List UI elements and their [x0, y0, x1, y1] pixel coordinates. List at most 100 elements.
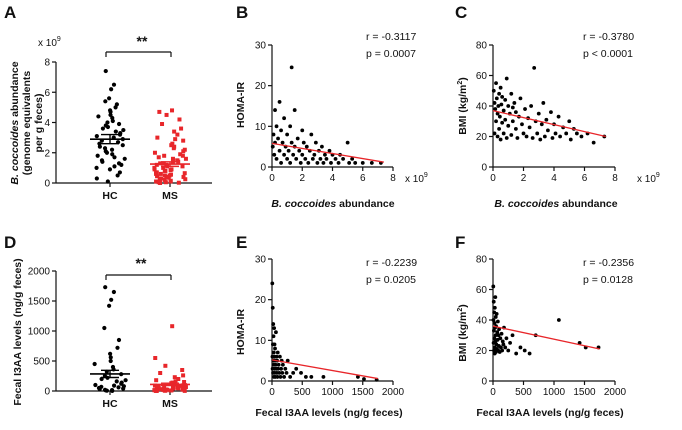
panel-b-data-point [324, 156, 329, 161]
panel-e-data-point [299, 370, 303, 375]
panel-f-data-point [495, 319, 500, 324]
panel-a-ytick-label: 8 [44, 58, 50, 69]
panel-e-data-point [362, 377, 366, 381]
panel-b-data-point [300, 152, 305, 157]
panel-a-ytick-label: 0 [44, 179, 50, 190]
panel-e-ytick-label: 20 [255, 295, 267, 306]
panel-b-data-point [285, 132, 290, 137]
panel-d-plot: 0 500 1000 1500 2000 HC MS [28, 267, 212, 410]
panel-c-ytick-label: 20 [476, 132, 488, 143]
panel-a-hc-point [107, 96, 112, 101]
panel-d-ytick-label: 0 [44, 387, 50, 398]
panel-b-data-point [304, 144, 309, 149]
panel-b-xlabel-italic: B. coccoides [271, 198, 336, 210]
panel-c-data-point [506, 123, 511, 128]
panel-f-ytick-label: 40 [476, 316, 488, 327]
panel-c-data-point [492, 131, 497, 136]
panel-a-hc-point [103, 68, 108, 74]
panel-c-data-point [550, 136, 555, 140]
panel-f-data-point [493, 295, 498, 300]
panel-e-data-point [271, 334, 276, 339]
panel-b-data-point [347, 161, 352, 165]
panel-f-data-point [499, 345, 503, 350]
panel-e-xlabel: Fecal I3AA levels (ng/g feces) [255, 407, 402, 419]
panel-c-data-point [497, 126, 501, 131]
panel-f-data-point [499, 331, 504, 336]
panel-f-ylabel-power: 2 [457, 308, 464, 312]
panel-f-xtick-label: 0 [490, 387, 496, 398]
panel-c-data-point [556, 114, 561, 119]
panel-d-hc-point [123, 378, 128, 383]
panel-a-hc-point [94, 176, 99, 181]
panel-b-data-point [301, 140, 306, 145]
panel-e-data-point [276, 366, 280, 371]
panel-b-data-point [298, 161, 303, 165]
panel-b-data-point [313, 140, 318, 145]
panel-b-data-point [353, 161, 358, 165]
panel-d-hc-point [111, 289, 116, 295]
panel-a-ms-point [166, 175, 171, 180]
panel-c-data-point [558, 134, 562, 139]
panel-c-data-point [494, 81, 498, 86]
panel-e-data-point [291, 370, 296, 375]
panel-a-ms-point [155, 135, 160, 140]
panel-a-hc-point [113, 105, 118, 110]
panel-c-data-point [497, 114, 502, 119]
panel-d-hc-point [108, 358, 113, 364]
panel-e-xtick-label: 1000 [321, 387, 344, 398]
panel-c-data-point [524, 134, 529, 139]
panel-d-ms-point [172, 375, 177, 380]
panel-e-data-point [309, 375, 314, 379]
panel-letter-a: A [4, 3, 16, 22]
panel-b-data-point [300, 128, 305, 133]
panel-a: A x 109 B. coccoides abundance (genome e… [4, 3, 212, 202]
panel-f-ytick-label: 0 [481, 377, 487, 388]
panel-c-r-value: r = -0.3780 [583, 31, 634, 43]
panel-c-xtick-label: 6 [582, 173, 588, 184]
panel-b-data-point [277, 148, 282, 153]
panel-a-ylabel-line1: B. coccoides abundance [9, 61, 21, 184]
panel-c-data-point [506, 104, 511, 108]
panel-b-xlabel-rest: abundance [336, 198, 395, 210]
panel-c-data-point [500, 94, 505, 99]
panel-c-data-point [574, 131, 579, 136]
panel-c-regression-line [492, 109, 606, 138]
panel-a-ms-point [178, 152, 183, 157]
panel-e-data-point [288, 375, 293, 379]
panel-d-significance: ** [105, 255, 172, 280]
panel-f-data-point [500, 339, 505, 344]
panel-f-xtick-label: 2000 [604, 387, 627, 398]
panel-c-exponent-base: x 10 [637, 174, 656, 185]
panel-b-data-point [276, 136, 280, 141]
panel-f-ylabel: BMI (kg/m2) [457, 304, 469, 362]
panel-d-ms-point [158, 387, 163, 392]
panel-f-data-point [500, 348, 505, 353]
panel-b-data-point [270, 144, 275, 149]
panel-a-hc-point [100, 126, 106, 131]
panel-b-data-point [306, 161, 311, 165]
panel-letter-e: E [236, 233, 247, 252]
panel-d-hc-point [108, 351, 113, 356]
panel-b-data-point [282, 116, 286, 121]
panel-b-data-point [289, 140, 294, 145]
panel-d-hc-point [103, 285, 108, 290]
panel-a-ms-point [154, 171, 159, 176]
panel-d-hc-point [116, 385, 121, 390]
panel-b-data-point [318, 156, 323, 161]
panel-a-ms-point [164, 174, 169, 179]
panel-d-ytick-label: 500 [33, 357, 50, 368]
panel-f-data-point [492, 321, 497, 325]
panel-a-exponent: x 109 [38, 36, 61, 49]
panel-c-data-point [497, 91, 501, 96]
panel-b-ytick-label: 0 [260, 163, 266, 174]
panel-a-ms-point [162, 168, 167, 173]
panel-a-category-label: HC [102, 190, 118, 202]
panel-e-ytick-label: 10 [255, 336, 267, 347]
panel-a-ms-point [168, 179, 173, 184]
panel-a-ms-point [160, 122, 165, 127]
panel-c-data-point [553, 131, 558, 136]
panel-c-ytick-label: 80 [476, 41, 488, 52]
panel-e-data-point [280, 370, 285, 375]
panel-b-data-point [329, 161, 333, 165]
panel-a-ms-point [171, 146, 176, 151]
